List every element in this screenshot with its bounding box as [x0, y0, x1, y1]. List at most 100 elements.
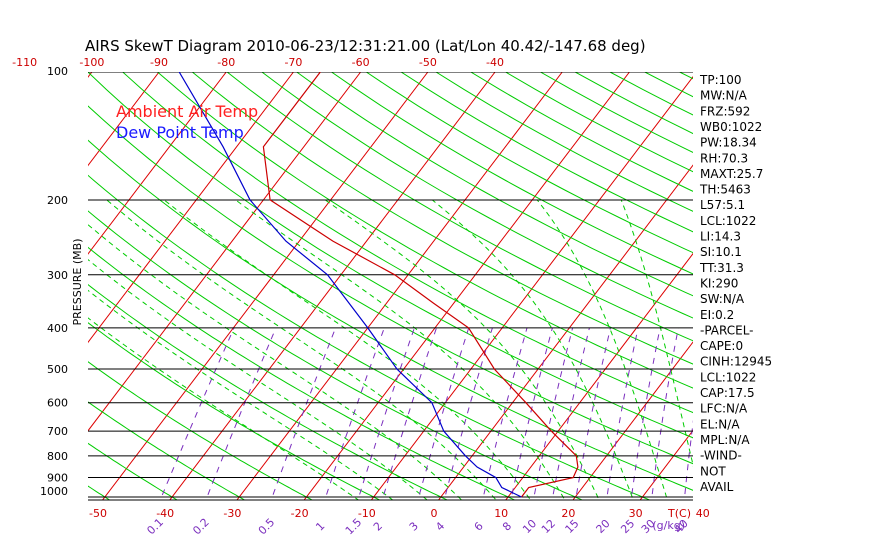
mixing-ratio-line [270, 327, 337, 500]
plot-area [0, 72, 693, 506]
stat-line: AVAIL [700, 480, 734, 494]
isotherm-line [88, 72, 362, 432]
stat-line: LCL:1022 [700, 370, 756, 384]
mixing-ratio-tick-label: 20 [594, 517, 613, 536]
moist-adiabat-line [106, 199, 497, 500]
dry-adiabat-line [0, 72, 51, 506]
isotherm-line [639, 429, 693, 500]
stat-line: MW:N/A [700, 89, 748, 103]
mixing-ratio-tick-label: 4 [433, 519, 447, 533]
stat-line: MPL:N/A [700, 433, 750, 447]
pressure-tick-label: 400 [47, 322, 68, 335]
mixing-ratio-line [651, 327, 679, 500]
pressure-tick-label: 800 [47, 450, 68, 463]
stat-line: CAP:17.5 [700, 386, 755, 400]
moist-adiabat-line [88, 258, 428, 500]
legend-ambient-air-temp: Ambient Air Temp [116, 102, 258, 121]
dry-adiabat-line [157, 72, 693, 389]
moist-adiabat-line [163, 199, 532, 500]
isotherm-line [303, 72, 630, 500]
chart-title: AIRS SkewT Diagram 2010-06-23/12:31:21.0… [85, 37, 646, 55]
mixing-ratio-line [205, 327, 277, 500]
bottom-temp-tick-label: 0 [431, 507, 438, 520]
pressure-tick-label: 500 [47, 363, 68, 376]
mixing-ratio-line [510, 327, 553, 500]
mixing-ratio-unit-label: (g/kg) [652, 519, 685, 532]
mixing-ratio-tick-label: 0.2 [190, 516, 212, 538]
stat-line: LFC:N/A [700, 402, 748, 416]
dry-adiabat-line [366, 72, 693, 254]
dry-adiabat-line [226, 72, 693, 342]
dry-adiabat-line [88, 246, 516, 500]
dry-adiabat-line [88, 485, 111, 500]
mixing-ratio-line [551, 327, 590, 500]
stat-line: RH:70.3 [700, 151, 748, 165]
stat-line: PW:18.34 [700, 136, 757, 150]
isotherm-line [505, 252, 693, 500]
y-axis-label: PRESSURE (MB) [71, 239, 84, 326]
isotherm-line [88, 72, 160, 167]
dew-point-temp-line [178, 72, 522, 498]
mixing-ratio-line [482, 327, 528, 500]
stat-line: NOT [700, 464, 726, 478]
dry-adiabat-line [435, 72, 693, 212]
stat-line: EI:0.2 [700, 308, 734, 322]
stat-line: EL:N/A [700, 417, 740, 431]
mixing-ratio-line [606, 327, 639, 500]
legend-dew-point-temp: Dew Point Temp [116, 123, 244, 142]
top-temp-tick-label: -100 [79, 56, 104, 69]
dry-adiabat-line [88, 401, 246, 500]
moist-adiabat-line [88, 224, 463, 500]
dry-adiabat-line [88, 322, 381, 500]
top-temp-tick-label: -110 [12, 56, 37, 69]
pressure-tick-label: 200 [47, 194, 68, 207]
mixing-ratio-line [575, 327, 611, 500]
dry-adiabat-line [261, 72, 693, 319]
moist-adiabat-line [536, 199, 668, 500]
pressure-tick-label: 900 [47, 472, 68, 485]
dry-adiabat-line [331, 72, 693, 275]
mixing-ratio-tick-label: 10 [520, 517, 539, 536]
bottom-temp-tick-label: -10 [358, 507, 376, 520]
top-temp-tick-label: -50 [419, 56, 437, 69]
stat-line: -PARCEL- [700, 323, 754, 337]
top-temp-tick-label: -80 [217, 56, 235, 69]
dry-adiabat-line [88, 442, 179, 500]
profiles [178, 72, 579, 498]
stat-line: WB0:1022 [700, 120, 762, 134]
pressure-tick-label: 100 [47, 65, 68, 78]
mixing-ratio-line [532, 327, 574, 500]
isotherm-line [0, 72, 25, 506]
mixing-ratio-tick-label: 8 [500, 519, 514, 533]
stat-line: KI:290 [700, 276, 738, 290]
stat-line: CAPE:0 [700, 339, 743, 353]
dry-adiabat-line [88, 139, 693, 491]
mixing-ratio-tick-label: 12 [539, 517, 558, 536]
moist-adiabat-line [431, 199, 634, 500]
bottom-temp-tick-label: 10 [494, 507, 508, 520]
stat-line: SW:N/A [700, 292, 745, 306]
isotherm-line [437, 164, 693, 500]
dry-adiabat-line [122, 72, 693, 414]
dry-adiabat-line [296, 72, 693, 297]
mixing-ratio-tick-label: 6 [472, 519, 486, 533]
bottom-temp-tick-label: 20 [561, 507, 575, 520]
ambient-air-temp-line [262, 72, 579, 498]
moist-adiabat-line [88, 317, 360, 500]
pressure-tick-label: 600 [47, 397, 68, 410]
mixing-ratio-tick-label: 3 [407, 519, 421, 533]
mixing-ratio-tick-label: 2 [371, 519, 385, 533]
dry-adiabat-line [470, 72, 693, 192]
dry-adiabat-line [191, 72, 693, 365]
bottom-temp-tick-label: -30 [223, 507, 241, 520]
bottom-temp-tick-label: 30 [629, 507, 643, 520]
pressure-tick-label: 700 [47, 425, 68, 438]
isobars [88, 72, 693, 498]
dry-adiabat-line [400, 72, 693, 233]
bottom-temp-tick-label: -20 [291, 507, 309, 520]
moist-adiabats [88, 199, 693, 500]
temp-unit-label: T(C) [667, 507, 691, 520]
stat-line: -WIND- [700, 449, 742, 463]
moist-adiabat-line [235, 199, 566, 500]
